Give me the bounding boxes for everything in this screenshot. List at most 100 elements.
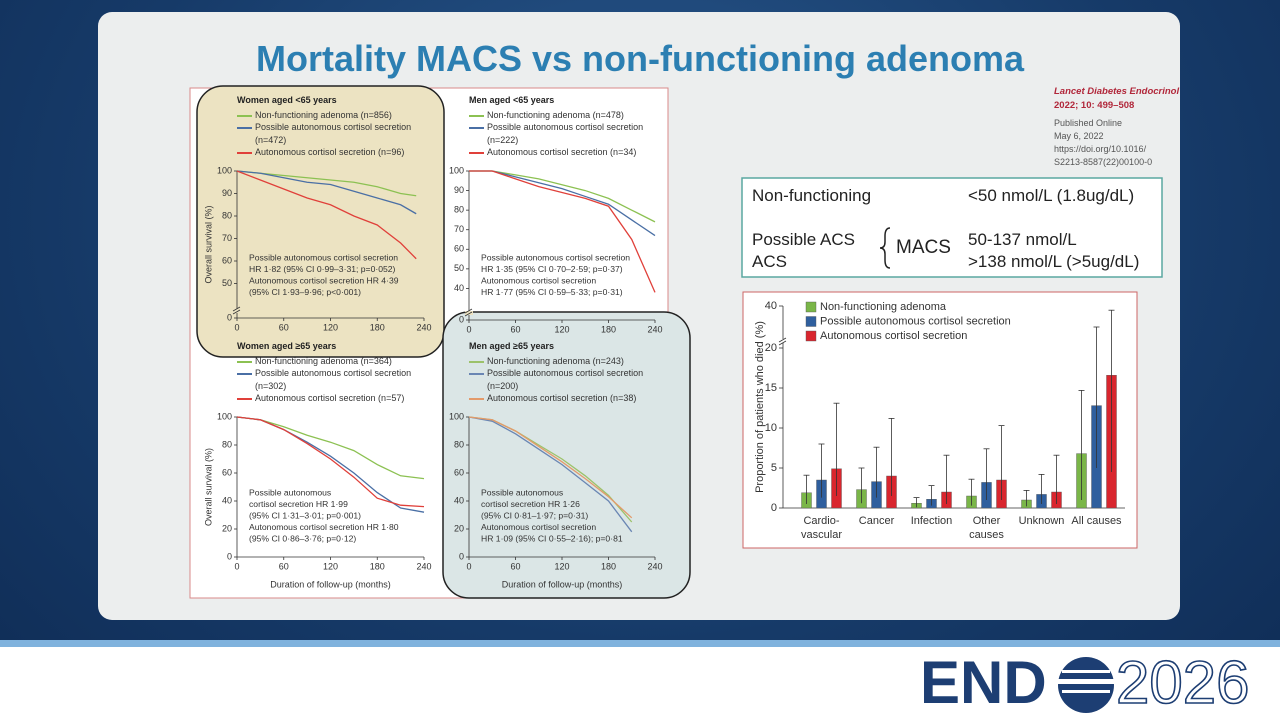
annotation: Possible autonomous — [249, 487, 331, 497]
legend: Non-functioning adenoma (n=364) Possible … — [237, 355, 437, 405]
slide-title: Mortality MACS vs non-functioning adenom… — [255, 38, 1024, 79]
legend-label: Possible autonomous cortisol secretion (… — [487, 122, 644, 145]
x-tick-label: 240 — [647, 324, 662, 334]
y-tick-label: 60 — [222, 255, 232, 265]
y-tick-label: 90 — [222, 188, 232, 198]
y-tick-label: 5 — [771, 462, 777, 474]
x-tick-label: 180 — [370, 322, 385, 332]
axis-break-gap — [233, 309, 241, 313]
citation-line: S2213-8587(22)00100-0 — [1054, 157, 1153, 167]
annotation: (95% CI 1·93–9·96; p<0·001) — [249, 287, 361, 297]
x-tick-label: Other causes — [969, 515, 1004, 541]
table-frame — [741, 177, 1163, 278]
annotation: cortisol secretion HR 1·26 — [481, 499, 580, 509]
legend-swatch — [469, 152, 484, 154]
legend-entry: Non-functioning adenoma (n=478) — [469, 109, 669, 121]
x-tick-label: 180 — [601, 324, 616, 334]
x-tick-label: 180 — [601, 561, 616, 571]
legend-entry: Autonomous cortisol secretion (n=34) — [469, 146, 669, 158]
x-tick-label: 0 — [466, 324, 471, 334]
y-tick-label: 0 — [227, 551, 232, 561]
annotation: Possible autonomous — [481, 487, 563, 497]
x-tick-label: 60 — [279, 322, 289, 332]
annotation: (95% CI 0·81–1·97; p=0·31) — [481, 510, 588, 520]
legend-label: Possible autonomous cortisol secretion (… — [255, 368, 412, 391]
table-value: >138 nmol/L (>5ug/dL) — [968, 252, 1140, 271]
x-axis-label: Duration of follow-up (months) — [502, 579, 623, 589]
annotation: (95% CI 1·31–3·01; p=0·001) — [249, 510, 361, 520]
legend-label: Non-functioning adenoma (n=364) — [255, 356, 392, 366]
legend-swatch — [237, 115, 252, 117]
legend-swatch — [237, 373, 252, 375]
survival-curve — [236, 170, 417, 215]
axis-break — [464, 308, 473, 314]
brace — [879, 227, 891, 269]
legend-swatch — [469, 398, 484, 400]
table-value: 50-137 nmol/L — [968, 230, 1077, 249]
x-tick-label: Infection — [910, 515, 953, 527]
y-tick-label: 60 — [454, 244, 464, 254]
y-tick-label: 100 — [449, 411, 464, 421]
survival-curve — [468, 416, 633, 533]
y-tick-label: 0 — [227, 312, 232, 322]
x-tick-label: Cardio- vascular — [801, 515, 842, 541]
annotation: Autonomous cortisol secretion — [481, 522, 596, 532]
x-tick-label: 0 — [466, 561, 471, 571]
table-label: ACS — [752, 252, 787, 271]
y-axis-label: Overall survival (%) — [203, 448, 213, 526]
x-tick-label: Cancer — [858, 515, 895, 527]
citation-line: Published Online — [1054, 118, 1123, 128]
y-tick-label: 40 — [454, 495, 464, 505]
legend-swatch — [805, 301, 817, 313]
annotation: HR 1·09 (95% CI 0·55–2·16); p=0·81 — [481, 533, 623, 543]
y-tick-label: 60 — [454, 467, 464, 477]
logo-right: 2026 — [1116, 649, 1249, 716]
x-tick-label: 240 — [416, 561, 431, 571]
annotation: Autonomous cortisol secretion HR 4·39 — [249, 275, 399, 285]
y-tick-label: 20 — [454, 523, 464, 533]
legend-swatch — [469, 115, 484, 117]
y-tick-label: 70 — [222, 233, 232, 243]
x-tick-label: 60 — [510, 324, 520, 334]
x-tick-label: 120 — [554, 561, 569, 571]
panel-title: Women aged <65 years — [237, 95, 337, 105]
y-tick-label: 40 — [765, 300, 777, 312]
y-tick-label: 80 — [222, 439, 232, 449]
x-tick-label: Unknown — [1018, 515, 1065, 527]
axis-break-gap — [779, 339, 787, 343]
logo-globe — [1058, 657, 1114, 713]
legend-swatch — [469, 373, 484, 375]
axis-break — [232, 309, 241, 315]
x-tick-label: 120 — [554, 324, 569, 334]
axis-break — [232, 306, 241, 312]
legend-label: Autonomous cortisol secretion (n=96) — [255, 147, 405, 158]
panel-title: Men aged <65 years — [469, 95, 555, 105]
y-tick-label: 10 — [765, 422, 777, 434]
y-axis-label: Proportion of patients who died (%) — [754, 321, 766, 493]
survival-curve — [236, 170, 417, 197]
axis-break — [778, 340, 787, 346]
x-axis-label: Duration of follow-up (months) — [270, 579, 391, 589]
annotation: Autonomous cortisol secretion HR 1·80 — [249, 522, 399, 532]
table-label: Non-functioning — [752, 186, 872, 205]
footer-stripe — [0, 640, 1280, 647]
x-tick-label: 180 — [370, 561, 385, 571]
y-tick-label: 80 — [222, 210, 232, 220]
legend-label: Autonomous cortisol secretion — [820, 330, 967, 342]
x-tick-label: 120 — [323, 322, 338, 332]
legend-entry: Possible autonomous cortisol secretion (… — [469, 121, 669, 146]
y-tick-label: 40 — [222, 495, 232, 505]
citation-reference: 2022; 10: 499–508 — [1054, 100, 1135, 111]
survival-curve — [236, 170, 417, 260]
survival-curve — [236, 416, 425, 508]
citation-line: May 6, 2022 — [1054, 131, 1104, 141]
y-tick-label: 90 — [454, 185, 464, 195]
legend-label: Possible autonomous cortisol secretion (… — [487, 368, 644, 391]
table-value: <50 nmol/L (1.8ug/dL) — [968, 186, 1135, 205]
legend-label: Non-functioning adenoma (n=856) — [255, 110, 392, 120]
legend-swatch — [805, 330, 817, 342]
y-tick-label: 40 — [454, 283, 464, 293]
panel-title: Men aged ≥65 years — [469, 341, 554, 351]
legend-entry: Autonomous cortisol secretion (n=38) — [469, 392, 669, 404]
